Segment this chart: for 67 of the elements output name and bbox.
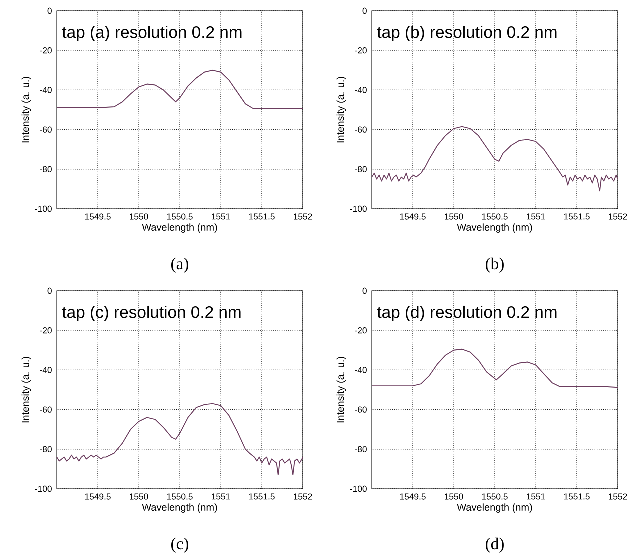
y-tick-label: -40 bbox=[355, 87, 367, 94]
x-tick-label: 1552 bbox=[294, 214, 312, 220]
y-tick-label: -40 bbox=[40, 87, 52, 94]
x-tick-label: 1551 bbox=[527, 494, 546, 500]
y-tick-label: -80 bbox=[355, 446, 367, 452]
text: (c) bbox=[171, 538, 189, 553]
x-tick-label: 1551 bbox=[212, 214, 230, 220]
text: tap (c) resolution 0.2 nm bbox=[62, 306, 241, 322]
x-tick-label: 1551 bbox=[527, 214, 546, 220]
x-tick-label: 1549.5 bbox=[85, 494, 111, 500]
x-tick-label: 1551 bbox=[212, 494, 230, 500]
x-tick-label: 1552 bbox=[609, 214, 628, 220]
y-tick-label: -80 bbox=[355, 166, 367, 172]
x-tick-label: 1552 bbox=[609, 494, 628, 500]
x-tick-label: 1551.5 bbox=[249, 494, 275, 500]
text: (b) bbox=[486, 258, 504, 273]
x-tick-label: 1552 bbox=[294, 494, 312, 500]
x-tick-label: 1550 bbox=[130, 494, 148, 500]
line-series bbox=[372, 348, 618, 388]
y-tick-label: 0 bbox=[362, 8, 367, 14]
y-tick-label: -40 bbox=[355, 367, 367, 374]
x-axis-title: Wavelength (nm) bbox=[457, 224, 532, 233]
y-axis-title: Intensity (a. u.) bbox=[336, 357, 346, 423]
y-tick-label: 0 bbox=[362, 288, 367, 294]
y-tick-label: -100 bbox=[350, 206, 367, 212]
x-tick-label: 1549.5 bbox=[400, 494, 426, 500]
y-axis-title: Intensity (a. u.) bbox=[22, 357, 32, 423]
x-tick-label: 1550.5 bbox=[167, 494, 193, 500]
x-tick-label: 1550.5 bbox=[482, 494, 508, 500]
x-tick-label: 1550 bbox=[445, 214, 464, 220]
x-axis-title: Wavelength (nm) bbox=[142, 504, 218, 513]
x-tick-label: 1549.5 bbox=[400, 214, 426, 220]
y-axis-title: Intensity (a. u.) bbox=[22, 77, 32, 143]
y-tick-label: -100 bbox=[35, 206, 52, 212]
y-tick-label: -60 bbox=[355, 126, 367, 133]
text: (d) bbox=[486, 538, 504, 553]
y-tick-label: -80 bbox=[40, 446, 52, 452]
text: tap (a) resolution 0.2 nm bbox=[62, 26, 242, 42]
y-tick-label: -60 bbox=[40, 406, 52, 413]
x-axis-title: Wavelength (nm) bbox=[457, 504, 532, 513]
y-tick-label: -100 bbox=[35, 486, 52, 492]
text: tap (d) resolution 0.2 nm bbox=[377, 306, 557, 322]
x-tick-label: 1550 bbox=[445, 494, 464, 500]
y-tick-label: -20 bbox=[355, 48, 367, 54]
x-tick-label: 1550.5 bbox=[482, 214, 508, 220]
y-tick-label: 0 bbox=[48, 8, 52, 14]
line-series bbox=[56, 403, 304, 476]
y-tick-label: -60 bbox=[40, 126, 52, 133]
line-series bbox=[372, 126, 618, 192]
x-tick-label: 1550 bbox=[130, 214, 148, 220]
y-tick-label: -20 bbox=[355, 328, 367, 334]
x-tick-label: 1551.5 bbox=[564, 494, 590, 500]
y-tick-label: -40 bbox=[40, 367, 52, 374]
text: (a) bbox=[171, 258, 189, 273]
y-tick-label: 0 bbox=[48, 288, 52, 294]
text: tap (b) resolution 0.2 nm bbox=[377, 26, 557, 42]
y-tick-label: -20 bbox=[40, 48, 52, 54]
y-tick-label: -100 bbox=[350, 486, 367, 492]
x-tick-label: 1549.5 bbox=[85, 214, 111, 220]
y-tick-label: -80 bbox=[40, 166, 52, 172]
y-tick-label: -20 bbox=[40, 328, 52, 334]
x-axis-title: Wavelength (nm) bbox=[142, 224, 218, 233]
x-tick-label: 1551.5 bbox=[249, 214, 275, 220]
x-tick-label: 1550.5 bbox=[167, 214, 193, 220]
y-tick-label: -60 bbox=[355, 406, 367, 413]
x-tick-label: 1551.5 bbox=[564, 214, 590, 220]
y-axis-title: Intensity (a. u.) bbox=[336, 77, 346, 143]
